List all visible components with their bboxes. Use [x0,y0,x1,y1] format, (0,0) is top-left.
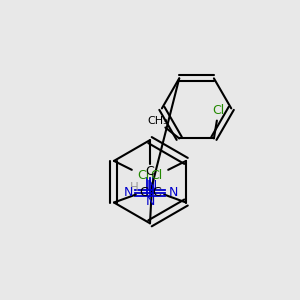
Text: C: C [152,186,161,199]
Text: N: N [147,179,157,193]
Text: C: C [139,186,148,199]
Text: CH₃: CH₃ [147,116,168,126]
Text: C: C [146,165,154,178]
Text: N: N [169,186,178,199]
Text: Cl: Cl [138,169,150,182]
Text: Cl: Cl [213,104,225,117]
Text: Cl: Cl [150,169,162,182]
Text: N: N [124,186,133,199]
Text: N: N [145,195,155,208]
Text: H: H [130,181,139,194]
